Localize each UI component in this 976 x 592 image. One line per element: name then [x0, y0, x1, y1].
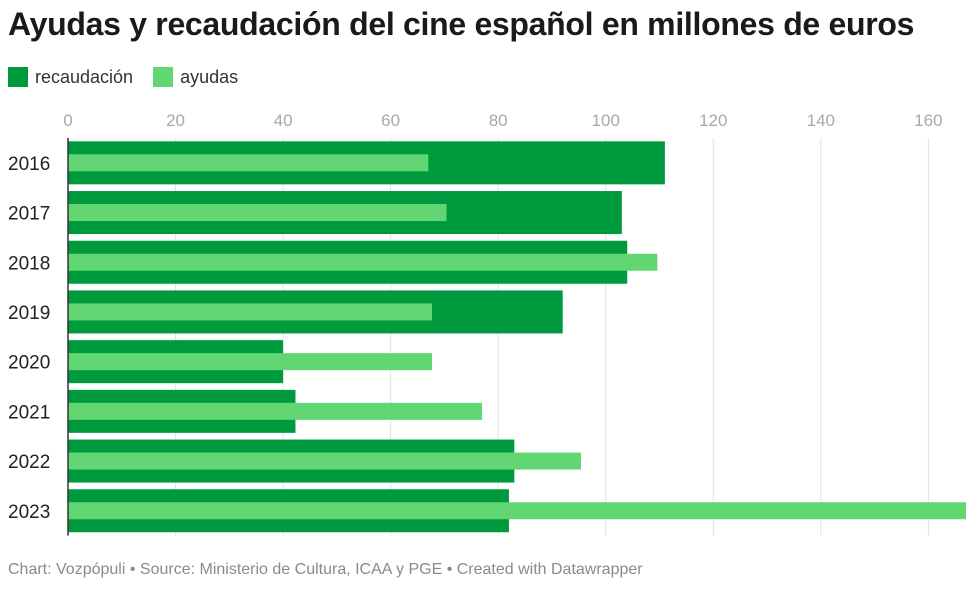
x-tick-label: 20: [166, 111, 185, 130]
legend-item-recaudacion: recaudación: [8, 67, 133, 88]
bar-ayudas-2016: [68, 154, 429, 172]
category-label: 2020: [8, 353, 50, 374]
legend-swatch-recaudacion: [8, 67, 28, 87]
legend-label-ayudas: ayudas: [180, 66, 239, 87]
bar-ayudas-2022: [68, 452, 581, 470]
legend-swatch-ayudas: [153, 67, 174, 87]
x-tick-label: 160: [914, 111, 942, 130]
bar-ayudas-2019: [68, 303, 433, 321]
category-label: 2016: [8, 154, 50, 175]
category-label: 2018: [8, 253, 50, 274]
legend-item-ayudas: ayudas: [153, 67, 238, 88]
bar-ayudas-2018: [68, 253, 658, 271]
category-label: 2019: [8, 303, 50, 324]
chart-footer: Chart: Vozpópuli • Source: Ministerio de…: [8, 561, 643, 578]
bar-ayudas-2020: [68, 353, 433, 371]
x-tick-label: 60: [381, 111, 400, 130]
x-tick-label: 80: [489, 111, 508, 130]
category-label: 2017: [8, 204, 50, 225]
category-label: 2022: [8, 452, 50, 473]
legend: recaudación ayudas: [8, 64, 258, 90]
bar-ayudas-2021: [68, 402, 483, 420]
x-tick-label: 120: [699, 111, 727, 130]
bar-ayudas-2023: [68, 502, 966, 520]
x-tick-label: 100: [592, 111, 620, 130]
category-label: 2021: [8, 402, 50, 423]
bar-chart: 0 20 40 60 80 100 120 140 160 2016 2017 2018 2019 202…: [8, 111, 966, 536]
x-tick-label: 40: [274, 111, 293, 130]
legend-label-recaudacion: recaudación: [35, 66, 134, 87]
x-tick-label: 0: [63, 111, 72, 130]
chart-title: Ayudas y recaudación del cine español en…: [8, 6, 915, 42]
category-label: 2023: [8, 502, 50, 523]
bar-ayudas-2017: [68, 204, 447, 222]
x-tick-label: 140: [807, 111, 835, 130]
